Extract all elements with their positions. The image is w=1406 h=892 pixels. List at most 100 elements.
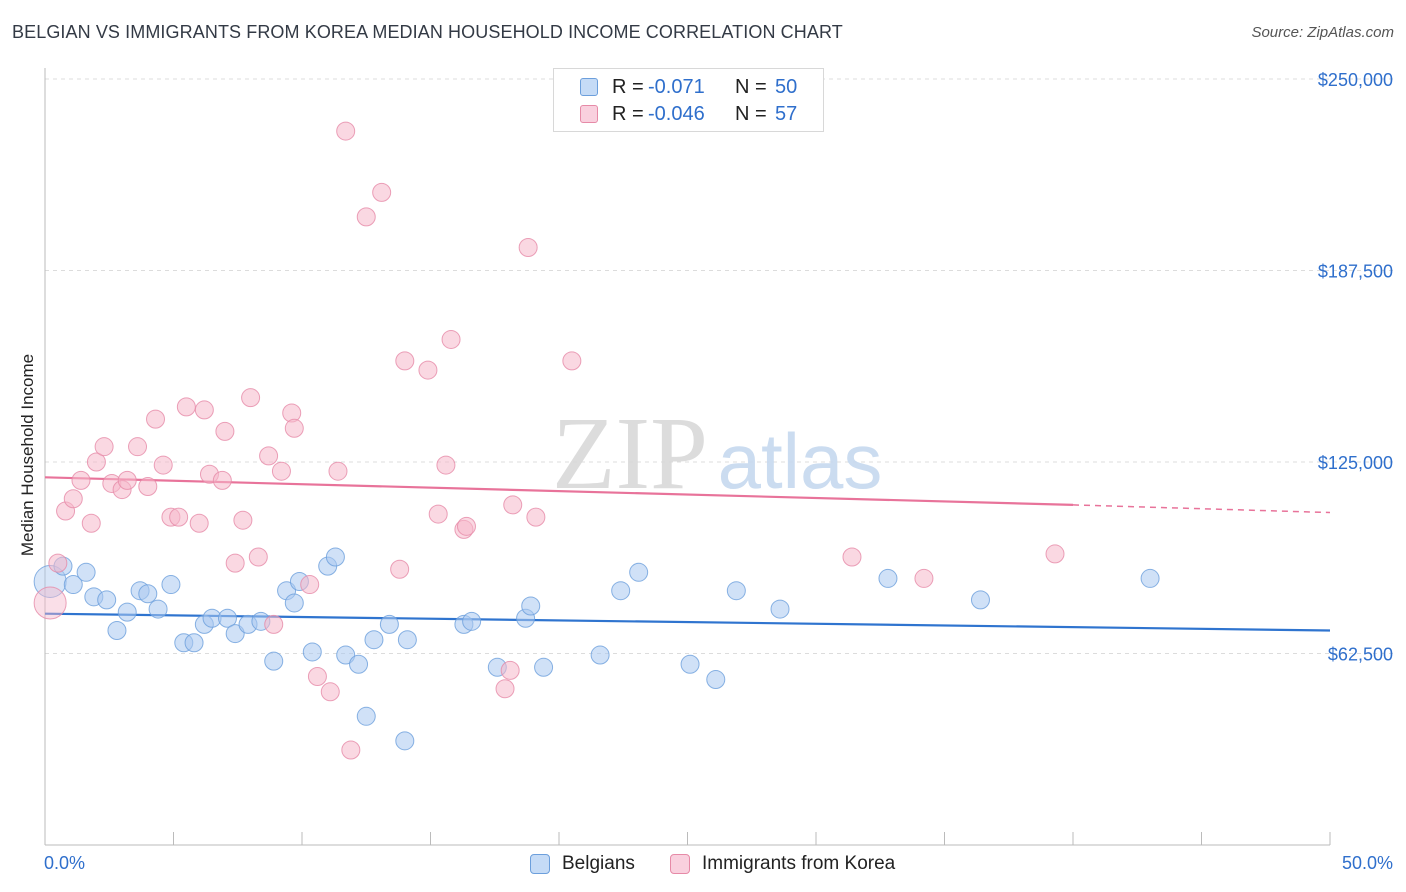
data-point	[770, 599, 790, 619]
data-point	[128, 437, 148, 457]
data-point	[842, 547, 862, 567]
data-point	[148, 599, 168, 619]
data-point	[212, 470, 232, 490]
legend-label-korea: Immigrants from Korea	[702, 853, 896, 874]
data-point	[518, 238, 538, 258]
data-point	[428, 504, 448, 524]
data-point	[63, 575, 83, 595]
data-point	[503, 495, 523, 515]
data-point	[379, 614, 399, 634]
data-point	[169, 507, 189, 527]
data-point	[495, 679, 515, 699]
legend-r-value: -0.071	[648, 76, 705, 98]
data-point	[397, 630, 417, 650]
data-point	[117, 470, 137, 490]
legend-n-label: N =	[735, 76, 767, 98]
data-point	[914, 568, 934, 588]
gridlines	[45, 78, 1395, 654]
x-tick-label: 50.0%	[1342, 853, 1393, 873]
data-point	[706, 670, 726, 690]
data-point	[217, 608, 237, 628]
data-point	[336, 645, 356, 665]
data-points	[33, 121, 1160, 760]
data-point	[63, 489, 83, 509]
legend-swatch-korea	[670, 854, 690, 874]
legend-n-label: N =	[735, 103, 767, 125]
data-point	[264, 651, 284, 671]
data-point	[33, 586, 67, 620]
data-point	[76, 562, 96, 582]
watermark: ZIP atlas	[552, 396, 882, 511]
legend-r-value: -0.046	[648, 103, 705, 125]
watermark-atlas: atlas	[718, 417, 883, 505]
data-point	[372, 182, 392, 202]
legend-n-value: 50	[775, 76, 798, 98]
data-point	[390, 559, 410, 579]
data-point	[86, 452, 106, 472]
data-point	[225, 553, 245, 573]
data-point	[271, 461, 291, 481]
data-point	[418, 360, 438, 380]
data-point	[1140, 568, 1160, 588]
legend-swatch-korea	[580, 105, 598, 123]
data-point	[395, 351, 415, 371]
data-point	[328, 461, 348, 481]
data-point	[534, 657, 554, 677]
data-point	[302, 642, 322, 662]
data-point	[153, 455, 173, 475]
data-point	[241, 388, 261, 408]
data-point	[81, 513, 101, 533]
data-point	[184, 633, 204, 653]
y-tick-label: $250,000	[1318, 70, 1393, 90]
data-point	[611, 581, 631, 601]
data-point	[176, 397, 196, 417]
data-point	[680, 654, 700, 674]
y-tick-label: $62,500	[1328, 645, 1393, 665]
data-point	[225, 624, 245, 644]
data-point	[215, 421, 235, 441]
data-point	[107, 621, 127, 641]
trend-line-extension	[1072, 504, 1331, 514]
data-point	[307, 666, 327, 686]
data-point	[395, 731, 415, 751]
data-point	[456, 516, 476, 536]
y-tick-label: $125,000	[1318, 453, 1393, 473]
data-point	[441, 329, 461, 349]
data-point	[500, 660, 520, 680]
data-point	[233, 510, 253, 530]
legend-r-label: R =	[612, 76, 644, 98]
y-tick-label: $187,500	[1318, 262, 1393, 282]
x-tick-label: 0.0%	[44, 853, 85, 873]
data-point	[264, 614, 284, 634]
data-point	[189, 513, 209, 533]
data-point	[341, 740, 361, 760]
legend-swatch-belgians	[530, 854, 550, 874]
data-point	[349, 654, 369, 674]
axes	[44, 68, 1331, 846]
data-point	[970, 590, 990, 610]
data-point	[356, 207, 376, 227]
data-point	[259, 446, 279, 466]
data-point	[146, 409, 166, 429]
source-label: Source: ZipAtlas.com	[1251, 24, 1394, 41]
data-point	[320, 682, 340, 702]
data-point	[94, 437, 114, 457]
legend-row-korea: R = -0.046 N = 57	[554, 101, 823, 127]
data-point	[364, 630, 384, 650]
data-point	[1045, 544, 1065, 564]
data-point	[436, 455, 456, 475]
data-point	[590, 645, 610, 665]
tick-labels: $62,500 $125,000 $187,500 $250,000 0.0% 50.0%	[44, 70, 1393, 873]
legend-row-belgians: R = -0.071 N = 50	[554, 74, 823, 100]
data-point	[878, 568, 898, 588]
data-point	[117, 602, 137, 622]
data-point	[161, 575, 181, 595]
legend-r-label: R =	[612, 103, 644, 125]
data-point	[562, 351, 582, 371]
data-point	[284, 418, 304, 438]
data-point	[138, 584, 158, 604]
data-point	[521, 596, 541, 616]
legend-n-value: 57	[775, 103, 798, 125]
data-point	[97, 590, 117, 610]
